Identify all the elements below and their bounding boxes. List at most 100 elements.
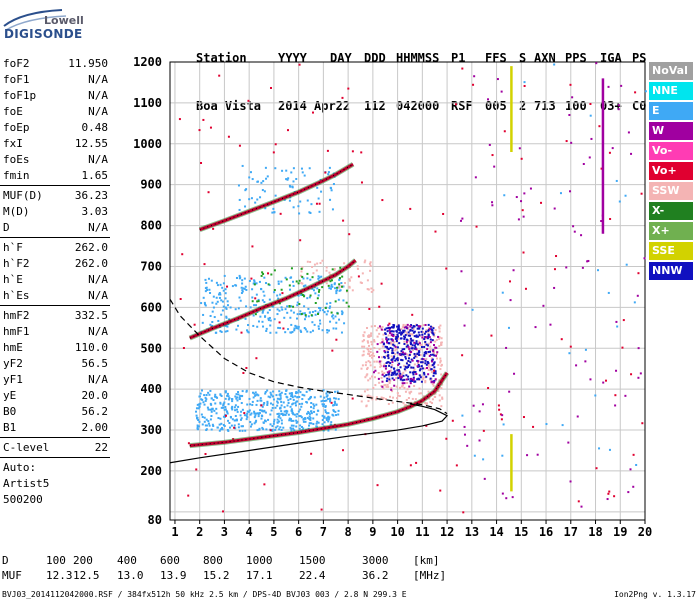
- scatter-point: [394, 353, 397, 356]
- scatter-point: [408, 332, 411, 335]
- y-tick-label: 700: [140, 259, 162, 273]
- scatter-point: [254, 394, 257, 397]
- scatter-point: [401, 326, 404, 329]
- scatter-point: [219, 393, 222, 396]
- scatter-point: [198, 403, 201, 406]
- scatter-point: [249, 306, 252, 309]
- scatter-point: [294, 402, 297, 405]
- scatter-point: [231, 285, 234, 288]
- scatter-point: [241, 279, 244, 282]
- scatter-point: [296, 391, 299, 394]
- scatter-point: [333, 397, 336, 400]
- scatter-point: [261, 271, 264, 274]
- scatter-point: [314, 292, 317, 295]
- scatter-point: [335, 321, 338, 324]
- scatter-point: [196, 428, 199, 431]
- scatter-point: [315, 413, 318, 416]
- scatter-point: [266, 403, 269, 406]
- scatter-point: [440, 337, 443, 340]
- scatter-point: [439, 324, 442, 327]
- scatter-point: [440, 343, 443, 346]
- scatter-point: [373, 360, 376, 363]
- scatter-point: [215, 281, 218, 284]
- scatter-point: [294, 324, 297, 327]
- scatter-point: [295, 390, 298, 393]
- scatter-point: [426, 331, 429, 334]
- scatter-point: [361, 364, 364, 367]
- scatter-point: [370, 325, 373, 328]
- scatter-point: [586, 260, 589, 263]
- scatter-point: [403, 342, 406, 345]
- scatter-point: [311, 321, 314, 324]
- scatter-point: [502, 423, 505, 426]
- scatter-point: [414, 347, 417, 350]
- scatter-point: [618, 200, 621, 203]
- footer-d-value-0: 100: [46, 554, 66, 567]
- scatter-point: [403, 382, 406, 385]
- scatter-point: [262, 180, 265, 183]
- scatter-point: [611, 147, 614, 150]
- scatter-point: [325, 282, 328, 285]
- scatter-point: [565, 266, 568, 269]
- scatter-point: [424, 330, 427, 333]
- scatter-point: [427, 328, 430, 331]
- scatter-point: [473, 75, 476, 78]
- x-tick-label: 8: [345, 525, 352, 539]
- scatter-point: [571, 96, 574, 99]
- scatter-point: [260, 288, 263, 291]
- scatter-point: [290, 429, 293, 432]
- scatter-point: [388, 342, 391, 345]
- scatter-point: [306, 330, 309, 333]
- scatter-point: [372, 371, 375, 374]
- param-separator: [0, 305, 110, 306]
- scatter-point: [366, 279, 369, 282]
- scatter-point: [459, 219, 462, 222]
- legend-item-w: W: [649, 122, 693, 140]
- scatter-point: [348, 233, 351, 236]
- scatter-point: [218, 429, 221, 432]
- param-key: B1: [3, 421, 17, 434]
- scatter-point: [238, 198, 241, 201]
- scatter-point: [236, 399, 239, 402]
- scatter-point: [200, 302, 203, 305]
- scatter-point: [364, 364, 367, 367]
- scatter-point: [304, 284, 307, 287]
- scatter-point: [259, 315, 262, 318]
- footer-muf-value-4: 15.2: [203, 569, 230, 582]
- scatter-point: [388, 329, 391, 332]
- scatter-point: [368, 353, 371, 356]
- scatter-point: [195, 414, 198, 417]
- scatter-point: [395, 337, 398, 340]
- scatter-point: [333, 267, 336, 270]
- scatter-point: [288, 417, 291, 420]
- scatter-point: [275, 394, 278, 397]
- scatter-point: [268, 298, 271, 301]
- scatter-point: [433, 395, 436, 398]
- scatter-point: [430, 402, 433, 405]
- scatter-point: [570, 141, 573, 144]
- scatter-point: [237, 391, 240, 394]
- scatter-point: [481, 403, 484, 406]
- scatter-point: [219, 283, 222, 286]
- file-info: BVJ03_2014112042000.RSF / 384fx512h 50 k…: [2, 590, 407, 599]
- scatter-point: [258, 412, 261, 415]
- scatter-point: [414, 346, 417, 349]
- scatter-point: [348, 279, 351, 282]
- scatter-point: [313, 263, 316, 266]
- param-row-b0: B0 56.2: [0, 404, 112, 420]
- scatter-point: [201, 416, 204, 419]
- scatter-point: [313, 410, 316, 413]
- scatter-point: [259, 196, 262, 199]
- scatter-point: [235, 276, 238, 279]
- scatter-point: [434, 370, 437, 373]
- scatter-point: [378, 325, 381, 328]
- scatter-point: [227, 419, 230, 422]
- param-row-hes: h`Es N/A: [0, 288, 112, 304]
- scatter-point: [365, 361, 368, 364]
- scatter-point: [260, 181, 263, 184]
- scatter-point: [274, 143, 277, 146]
- scatter-point: [436, 357, 439, 360]
- scatter-point: [252, 314, 255, 317]
- scatter-point: [240, 292, 243, 295]
- scatter-point: [266, 389, 269, 392]
